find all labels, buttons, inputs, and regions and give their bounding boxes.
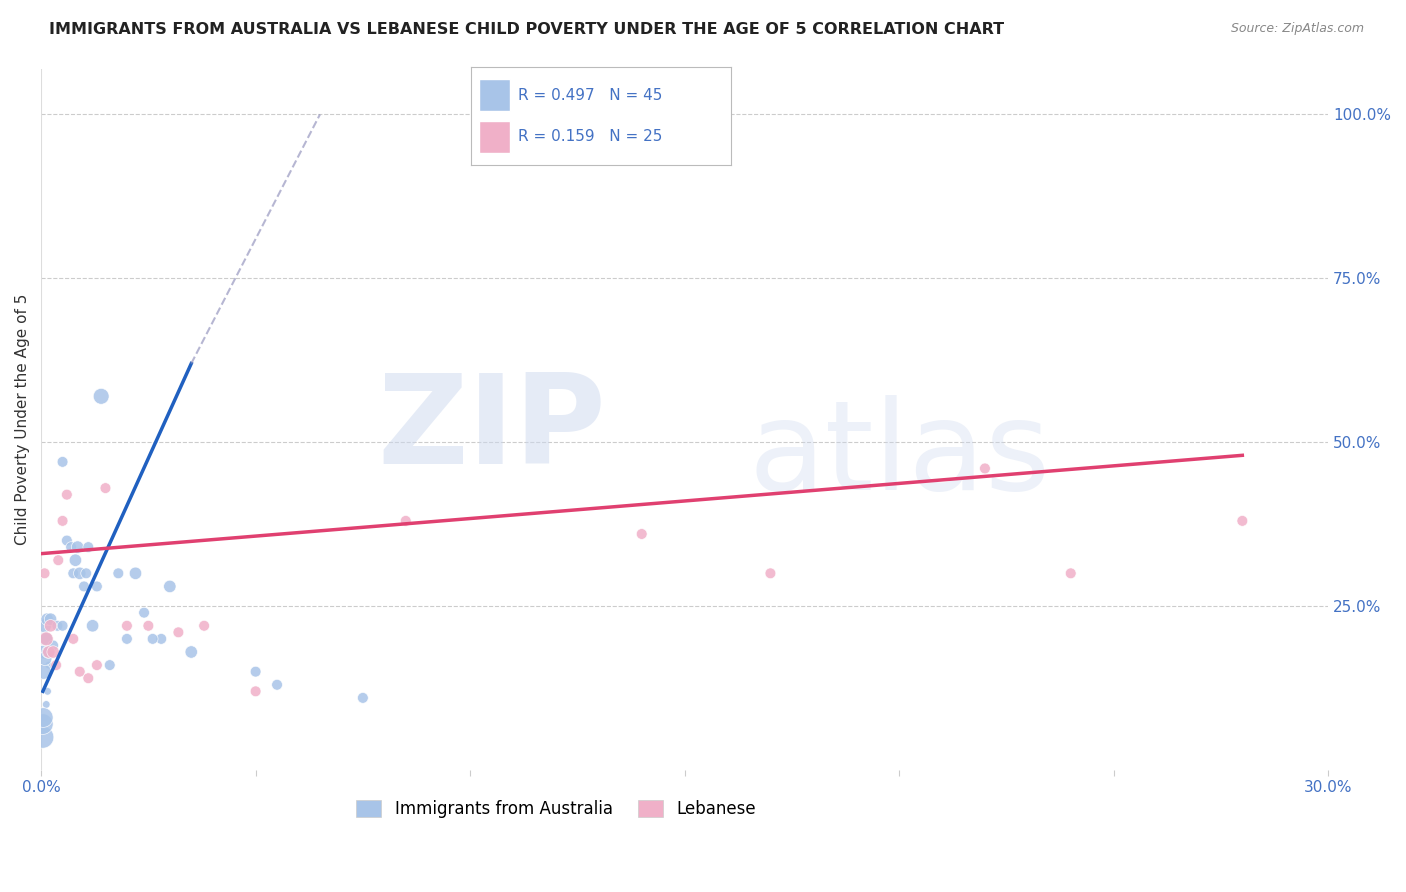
Point [45,658,67,673]
Point [245,665,267,679]
Point [150,632,173,646]
Point [124,566,146,581]
Point [62,632,84,646]
Text: Source: ZipAtlas.com: Source: ZipAtlas.com [1230,22,1364,36]
Point [759,566,782,581]
Text: R = 0.159   N = 25: R = 0.159 N = 25 [517,129,662,145]
Point [352,690,374,705]
Point [1060,566,1083,581]
Point [38,645,60,659]
Point [974,461,997,475]
Point [69,566,91,581]
Point [35,632,58,646]
Point [138,619,160,633]
Point [37,645,59,659]
Point [34,566,56,581]
Point [32,710,55,724]
Point [46,619,69,633]
Point [66,540,89,554]
Point [46,553,69,567]
Point [180,645,202,659]
Text: ZIP: ZIP [377,368,606,490]
Point [42,639,65,653]
Point [86,579,108,593]
Bar [479,79,510,112]
Legend: Immigrants from Australia, Lebanese: Immigrants from Australia, Lebanese [350,793,762,825]
Point [65,553,87,567]
Point [1232,514,1254,528]
Point [142,632,165,646]
Point [37,612,59,626]
Point [34,619,56,633]
Point [34,632,56,646]
Point [193,619,215,633]
Point [56,533,79,548]
Point [245,684,267,698]
Point [94,481,117,495]
Point [62,566,84,581]
Text: IMMIGRANTS FROM AUSTRALIA VS LEBANESE CHILD POVERTY UNDER THE AGE OF 5 CORRELATI: IMMIGRANTS FROM AUSTRALIA VS LEBANESE CH… [49,22,1004,37]
Point [32,665,55,679]
Point [38,658,60,673]
Point [159,579,181,593]
Text: R = 0.497   N = 45: R = 0.497 N = 45 [517,87,662,103]
Point [395,514,418,528]
Point [32,645,55,659]
Point [115,632,138,646]
Point [77,671,100,685]
Bar [479,121,510,153]
Point [167,625,190,640]
Point [51,619,73,633]
Point [90,389,112,403]
Point [42,645,65,659]
Point [34,651,56,665]
Point [73,579,96,593]
Point [51,455,73,469]
Point [31,730,53,744]
Point [39,619,62,633]
Point [31,717,53,731]
Point [34,710,56,724]
Point [56,488,79,502]
Point [60,540,83,554]
Point [37,684,59,698]
Point [630,527,652,541]
Point [107,566,129,581]
Point [75,566,97,581]
Point [86,658,108,673]
Point [51,514,73,528]
Point [69,665,91,679]
Point [39,612,62,626]
Point [35,632,58,646]
Point [77,540,100,554]
Point [35,698,58,712]
Point [115,619,138,633]
Point [132,606,155,620]
Point [82,619,104,633]
Point [32,632,55,646]
Text: atlas: atlas [748,395,1050,516]
Y-axis label: Child Poverty Under the Age of 5: Child Poverty Under the Age of 5 [15,293,30,545]
Point [266,678,288,692]
Point [98,658,121,673]
